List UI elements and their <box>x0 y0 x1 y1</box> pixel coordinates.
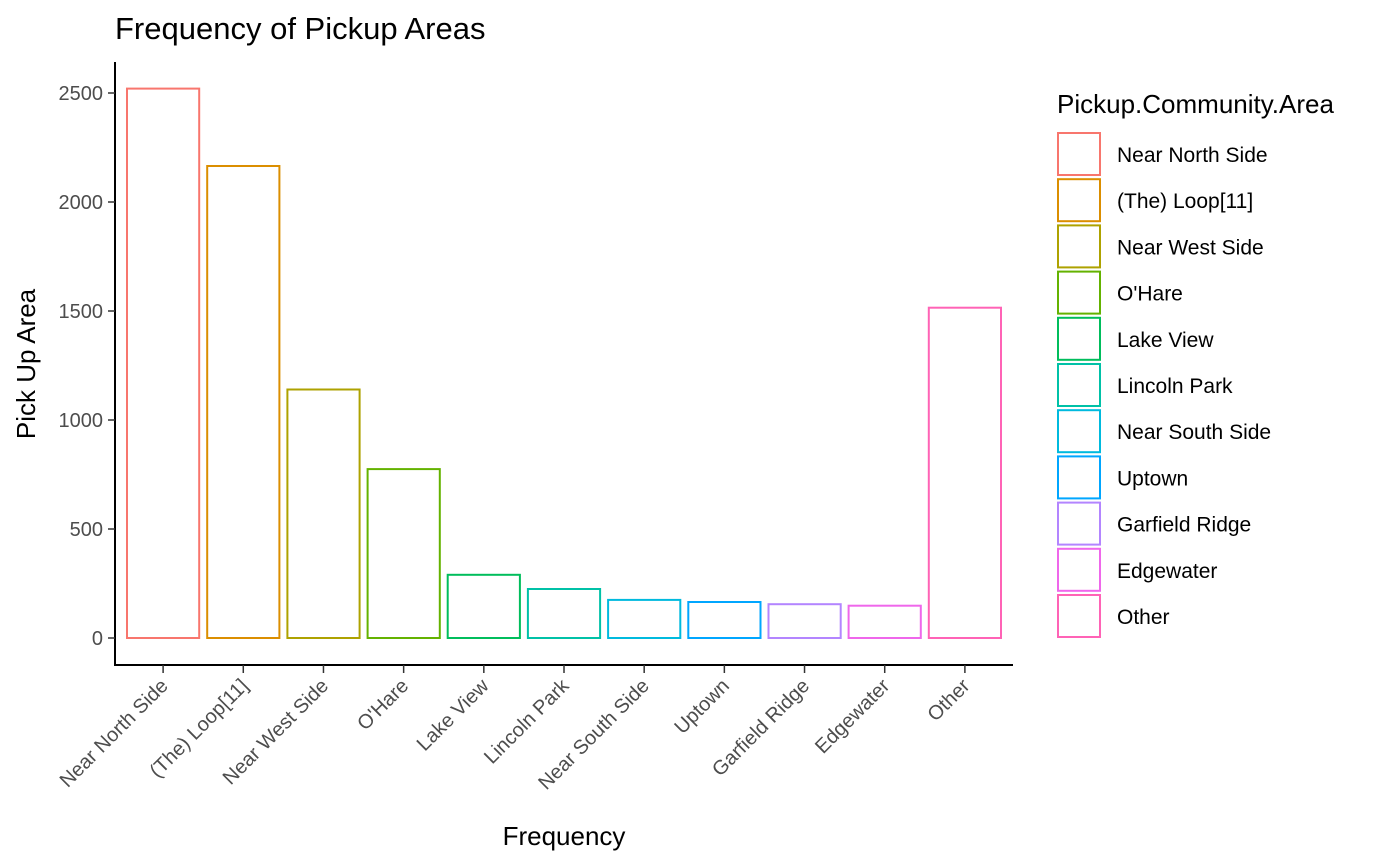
y-tick-label: 2000 <box>59 192 104 214</box>
legend-swatch <box>1057 316 1101 361</box>
legend-item-other: Other <box>1057 594 1170 638</box>
legend-label: Uptown <box>1117 467 1188 490</box>
legend-item-edgewater: Edgewater <box>1057 547 1217 592</box>
legend-swatch <box>1057 594 1101 638</box>
bar-o-hare <box>366 468 441 639</box>
legend-label: Near North Side <box>1117 144 1268 167</box>
legend-title: Pickup.Community.Area <box>1057 89 1334 119</box>
legend-swatch <box>1057 409 1101 454</box>
bar-lake-view <box>446 573 521 639</box>
legend-swatch <box>1057 132 1101 176</box>
bar-near-south-side <box>607 598 682 640</box>
x-tick-label: Lake View <box>413 675 494 756</box>
bar-garfield-ridge <box>767 603 842 640</box>
legend-swatch <box>1057 547 1101 592</box>
legend-swatch <box>1057 270 1101 315</box>
legend-item-lake-view: Lake View <box>1057 316 1214 361</box>
legend-label: Near West Side <box>1117 236 1264 259</box>
x-tick-label: Edgewater <box>811 675 894 758</box>
bar-the-loop-11 <box>206 165 281 639</box>
y-tick-label: 500 <box>70 519 103 541</box>
bar-other <box>927 306 1002 639</box>
bars-group <box>126 87 1002 640</box>
legend-item-garfield-ridge: Garfield Ridge <box>1057 501 1251 546</box>
legend-swatch <box>1057 501 1101 546</box>
bar-edgewater <box>847 604 922 640</box>
y-ticks-group: 0 500 1000 1500 2000 2500 <box>59 83 115 650</box>
bar-near-north-side <box>126 87 201 640</box>
y-tick-label: 0 <box>92 628 103 650</box>
x-axis-title: Frequency <box>503 821 626 851</box>
y-axis-title: Pick Up Area <box>11 288 41 439</box>
legend-item-lincoln-park: Lincoln Park <box>1057 363 1233 407</box>
y-tick-label: 2500 <box>59 83 104 105</box>
x-tick-label: O'Hare <box>353 675 413 735</box>
chart-title: Frequency of Pickup Areas <box>115 11 485 46</box>
x-tick-label: Uptown <box>670 675 734 739</box>
legend-label: Near South Side <box>1117 421 1271 444</box>
legend-label: Lake View <box>1117 329 1214 352</box>
legend-swatch <box>1057 224 1101 269</box>
legend-items: Near North Side (The) Loop[11] Near West S… <box>1057 132 1271 638</box>
legend-label: (The) Loop[11] <box>1117 190 1253 213</box>
legend-item-near-west-side: Near West Side <box>1057 224 1264 269</box>
legend-item-uptown: Uptown <box>1057 455 1188 500</box>
legend-label: Lincoln Park <box>1117 375 1233 398</box>
legend-item-the-loop-11: (The) Loop[11] <box>1057 178 1253 223</box>
legend-item-near-south-side: Near South Side <box>1057 409 1271 454</box>
bar-near-west-side <box>286 388 361 639</box>
x-ticks-group: Near North Side(The) Loop[11]Near West S… <box>56 665 975 794</box>
x-tick-label: Other <box>924 675 975 726</box>
y-tick-label: 1000 <box>59 410 104 432</box>
bar-lincoln-park <box>526 588 602 639</box>
legend-label: O'Hare <box>1117 283 1183 306</box>
y-tick-label: 1500 <box>59 301 104 323</box>
legend-item-near-north-side: Near North Side <box>1057 132 1268 176</box>
legend-label: Other <box>1117 606 1170 629</box>
legend-label: Garfield Ridge <box>1117 514 1251 537</box>
legend-swatch <box>1057 178 1101 223</box>
legend-item-o-hare: O'Hare <box>1057 270 1183 315</box>
legend-swatch <box>1057 363 1101 407</box>
legend: Pickup.Community.Area Near North Side (Th… <box>1057 89 1334 638</box>
legend-label: Edgewater <box>1117 560 1217 583</box>
legend-swatch <box>1057 455 1101 500</box>
bar-uptown <box>687 601 762 639</box>
